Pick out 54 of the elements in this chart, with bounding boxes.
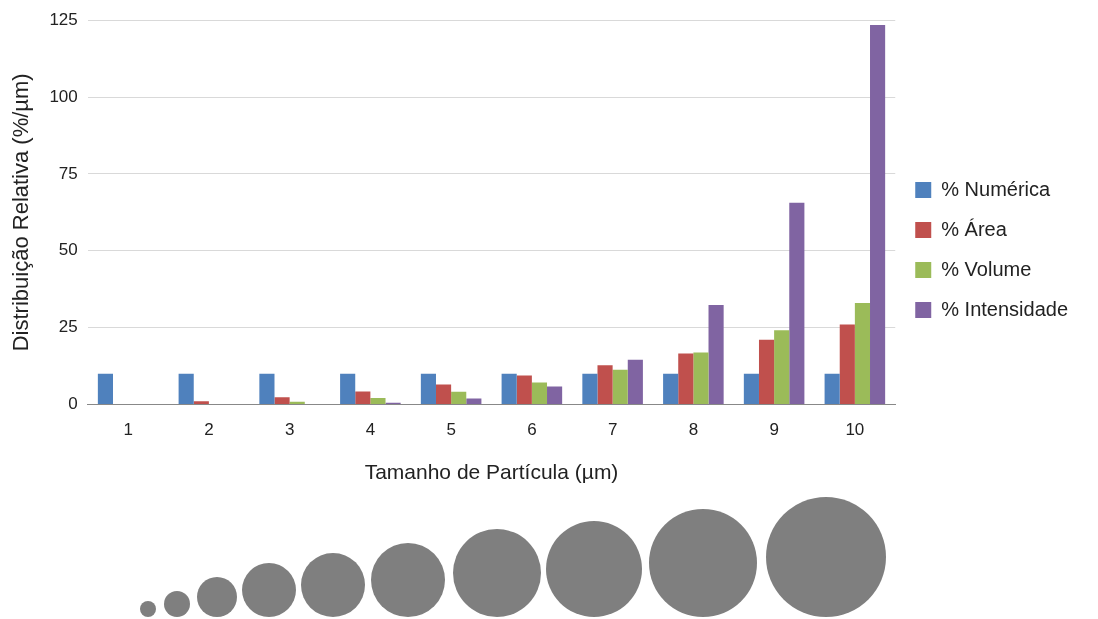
y-tick-label: 75 <box>58 163 78 183</box>
bar <box>355 391 371 404</box>
bar <box>501 373 517 404</box>
bar <box>693 352 709 404</box>
bar <box>743 373 759 404</box>
x-tick-label: 9 <box>769 420 779 440</box>
bar <box>663 373 679 404</box>
legend-label: % Área <box>941 217 1008 240</box>
bar <box>451 391 467 404</box>
x-tick-label: 6 <box>527 420 537 440</box>
x-axis-title: Tamanho de Partícula (µm) <box>364 460 619 484</box>
bar <box>612 369 628 404</box>
legend-label: % Volume <box>941 257 1032 280</box>
y-axis-title: Distribuição Relativa (%/µm) <box>8 73 34 352</box>
bar <box>531 382 548 404</box>
bar <box>627 359 643 404</box>
y-tick-label: 0 <box>68 394 78 414</box>
x-tick-label: 4 <box>365 420 376 440</box>
x-tick-label: 8 <box>688 420 699 440</box>
y-tick-label: 25 <box>58 317 78 337</box>
bar <box>420 373 436 404</box>
bar <box>597 365 613 404</box>
bar <box>466 398 482 404</box>
legend-label: % Numérica <box>941 177 1052 200</box>
bar <box>870 25 886 404</box>
bar <box>178 373 194 404</box>
bar <box>193 401 209 404</box>
y-tick-label: 100 <box>49 86 78 106</box>
x-tick-label: 1 <box>123 420 133 440</box>
legend-label: % Intensidade <box>941 297 1069 320</box>
bar <box>259 373 275 404</box>
bar <box>774 330 790 404</box>
bar <box>97 373 113 404</box>
bar <box>839 324 855 404</box>
bar <box>340 373 356 404</box>
x-tick-label: 3 <box>284 420 295 440</box>
y-tick-label: 50 <box>58 240 78 260</box>
bar <box>516 375 532 404</box>
bar <box>824 373 840 404</box>
bar <box>274 397 290 404</box>
x-tick-label: 10 <box>845 420 865 440</box>
bar <box>678 353 694 404</box>
bar <box>758 339 775 404</box>
bar <box>370 397 386 404</box>
bar <box>854 302 871 404</box>
x-tick-label: 2 <box>204 420 214 440</box>
bar <box>708 305 724 404</box>
bar <box>435 384 452 404</box>
y-tick-label: 125 <box>49 9 78 29</box>
bar <box>582 373 598 404</box>
x-tick-label: 5 <box>446 420 456 440</box>
x-tick-label: 7 <box>607 420 618 440</box>
bar <box>547 386 563 404</box>
bar <box>789 202 805 404</box>
